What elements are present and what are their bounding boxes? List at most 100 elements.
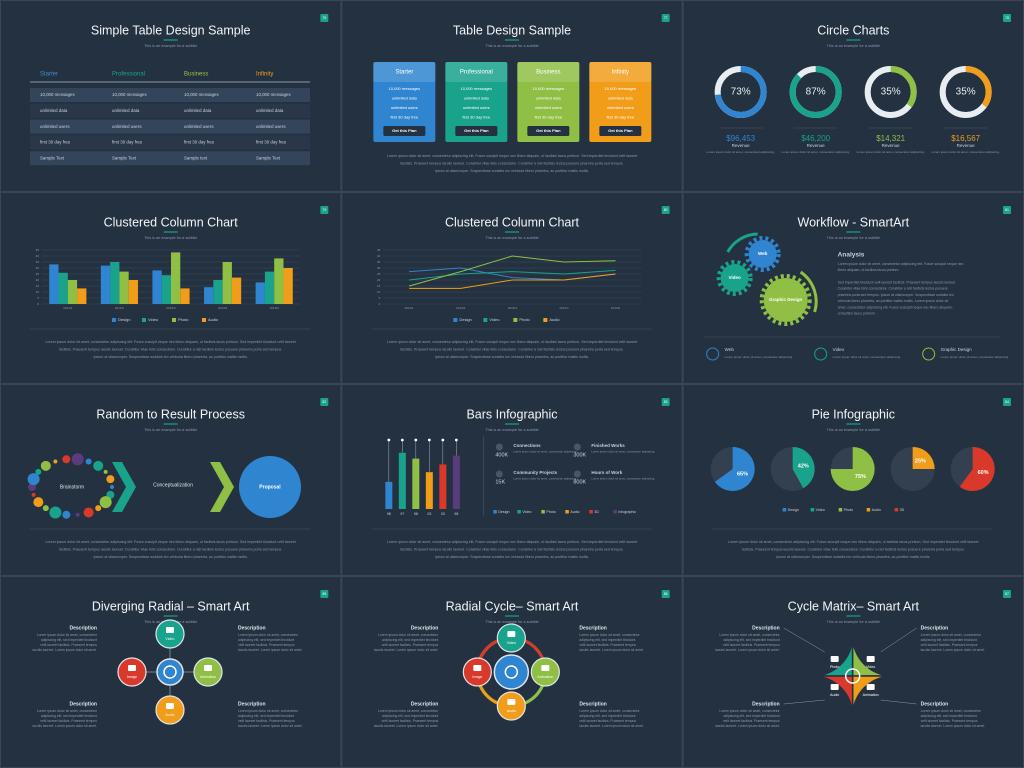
gear-label: Web bbox=[758, 251, 768, 256]
legend-swatch bbox=[453, 318, 458, 322]
plan-button-label: Get this Plan bbox=[464, 128, 489, 133]
description-text: velit laoreet facilisis. Praesent tempus bbox=[382, 719, 439, 723]
table-header: Professional bbox=[112, 72, 145, 78]
slide-subtitle: This is an example for a subtitle bbox=[485, 620, 538, 624]
heading: Analysis bbox=[838, 252, 865, 259]
legend-label: Design bbox=[118, 317, 130, 322]
x-tick-label: 2014/5 bbox=[611, 306, 621, 310]
plan-name: Infinity bbox=[612, 70, 629, 76]
description-text: iaculis laoreet. Lorem ipsum dolor sit a… bbox=[238, 724, 303, 728]
badge-number: 78 bbox=[1005, 16, 1009, 20]
description-text: Lorem ipsum dolor sit amet, consectetur bbox=[719, 633, 780, 637]
y-tick-label: 40 bbox=[377, 254, 381, 258]
item-label: Video bbox=[833, 347, 845, 352]
idea-dot bbox=[75, 512, 80, 517]
bar bbox=[119, 271, 129, 304]
badge bbox=[1003, 14, 1011, 22]
description-text: Lorem ipsum dolor sit amet, consectetur bbox=[921, 633, 982, 637]
badge bbox=[661, 590, 670, 598]
plan-button[interactable] bbox=[455, 126, 498, 136]
table-row bbox=[30, 103, 310, 118]
plan-button[interactable] bbox=[383, 126, 426, 136]
globe bbox=[163, 665, 177, 679]
legend-label: Video bbox=[148, 317, 159, 322]
bar bbox=[77, 288, 87, 304]
table-header: Infinity bbox=[256, 72, 273, 78]
stat-title: Community Projects bbox=[513, 470, 557, 475]
description-text: velit laoreet facilisis. Praesent tempus bbox=[238, 719, 295, 723]
slide-subtitle: This is an example for a subtitle bbox=[485, 428, 538, 432]
stat-title: Hours of Work bbox=[591, 470, 622, 475]
stat-note: Lorem ipsum dolor sit amet, consectetur … bbox=[513, 450, 577, 454]
plan-card bbox=[517, 62, 580, 142]
slide-title: Circle Charts bbox=[817, 23, 889, 37]
legend-swatch bbox=[838, 508, 843, 512]
slide-title: Clustered Column Chart bbox=[445, 215, 580, 229]
slide-title: Diverging Radial – Smart Art bbox=[92, 599, 250, 613]
stat-value: 15K bbox=[495, 479, 505, 485]
amount: $14,321 bbox=[876, 134, 905, 143]
amount: $46,200 bbox=[801, 134, 830, 143]
note: Lorem ipsum dolor sit amet, consectetur … bbox=[856, 150, 925, 154]
caption: Revenue bbox=[732, 143, 751, 148]
legend-label: Audio bbox=[570, 510, 579, 514]
bar bbox=[412, 458, 420, 509]
plan-feature: first 30 day free bbox=[391, 115, 419, 120]
plan-feature: unlimited users bbox=[463, 105, 490, 110]
node-label: Photo bbox=[830, 665, 839, 669]
quadrant bbox=[812, 675, 854, 717]
x-tick-label: 98 bbox=[414, 512, 418, 516]
icon bbox=[830, 684, 839, 690]
legend-label: Design bbox=[788, 508, 799, 512]
idea-dot bbox=[49, 506, 62, 519]
pie-label: 75% bbox=[855, 474, 866, 480]
slide: Clustered Column Chart This is an example… bbox=[1, 193, 341, 383]
node bbox=[193, 657, 223, 687]
bar bbox=[213, 280, 223, 304]
paragraph: Curabitur vitae felis consectetur. Curab… bbox=[838, 287, 948, 291]
body-text: Lorem ipsum dolor sit amet, consectetur … bbox=[728, 540, 978, 544]
plan-button[interactable] bbox=[599, 126, 642, 136]
x-tick-label: 98 bbox=[387, 512, 391, 516]
caption: Revenue bbox=[882, 143, 901, 148]
plan-button[interactable] bbox=[527, 126, 570, 136]
x-tick-label: 2014/5 bbox=[270, 306, 280, 310]
ring-arc bbox=[799, 270, 818, 313]
body-text: facilisis. Praesent tempus iaculis laore… bbox=[400, 347, 623, 351]
bar bbox=[255, 282, 265, 304]
badge bbox=[661, 206, 670, 214]
idea-dot bbox=[99, 496, 112, 509]
gear bbox=[748, 240, 777, 268]
idea-dot bbox=[62, 455, 71, 464]
idea-dot bbox=[93, 460, 104, 471]
donut-label: 35% bbox=[956, 87, 976, 98]
description-text: Lorem ipsum dolor sit amet, consectetur bbox=[238, 709, 299, 713]
bar bbox=[49, 264, 59, 304]
body-text: Ipsum at ullamcorper. Suspendisse sodale… bbox=[435, 355, 589, 359]
legend-label: Video bbox=[489, 317, 500, 322]
legend-label: Photo bbox=[178, 317, 189, 322]
idea-dot bbox=[62, 510, 71, 519]
description-text: iaculis laoreet. Lorem ipsum dolor sit a… bbox=[715, 724, 780, 728]
description-text: adipiscing elit, sed imperdiet tincidunt bbox=[579, 714, 635, 718]
slide-subtitle: This is an example for a subtitle bbox=[144, 44, 197, 48]
body-text: facilisis. Praesent tempus iaculis laore… bbox=[400, 161, 623, 165]
description-text: adipiscing elit, sed imperdiet tincidunt bbox=[238, 638, 294, 642]
icon bbox=[541, 665, 550, 671]
table-cell: first 30 day free bbox=[184, 140, 215, 145]
bar bbox=[385, 481, 393, 509]
result-circle bbox=[239, 456, 301, 518]
hub bbox=[156, 658, 184, 686]
plan-card bbox=[589, 62, 652, 142]
table-cell: unlimited data bbox=[184, 108, 212, 113]
idea-dot bbox=[71, 453, 84, 466]
x-tick-label: 98 bbox=[454, 512, 458, 516]
table-cell: 10,000 messages bbox=[256, 92, 291, 97]
description-text: velit laoreet facilisis. Praesent tempus bbox=[40, 643, 97, 647]
description-text: adipiscing elit, sed imperdiet tincidunt bbox=[579, 638, 635, 642]
node bbox=[117, 657, 147, 687]
table-cell: first 30 day free bbox=[40, 140, 71, 145]
node-label: Video bbox=[866, 665, 875, 669]
